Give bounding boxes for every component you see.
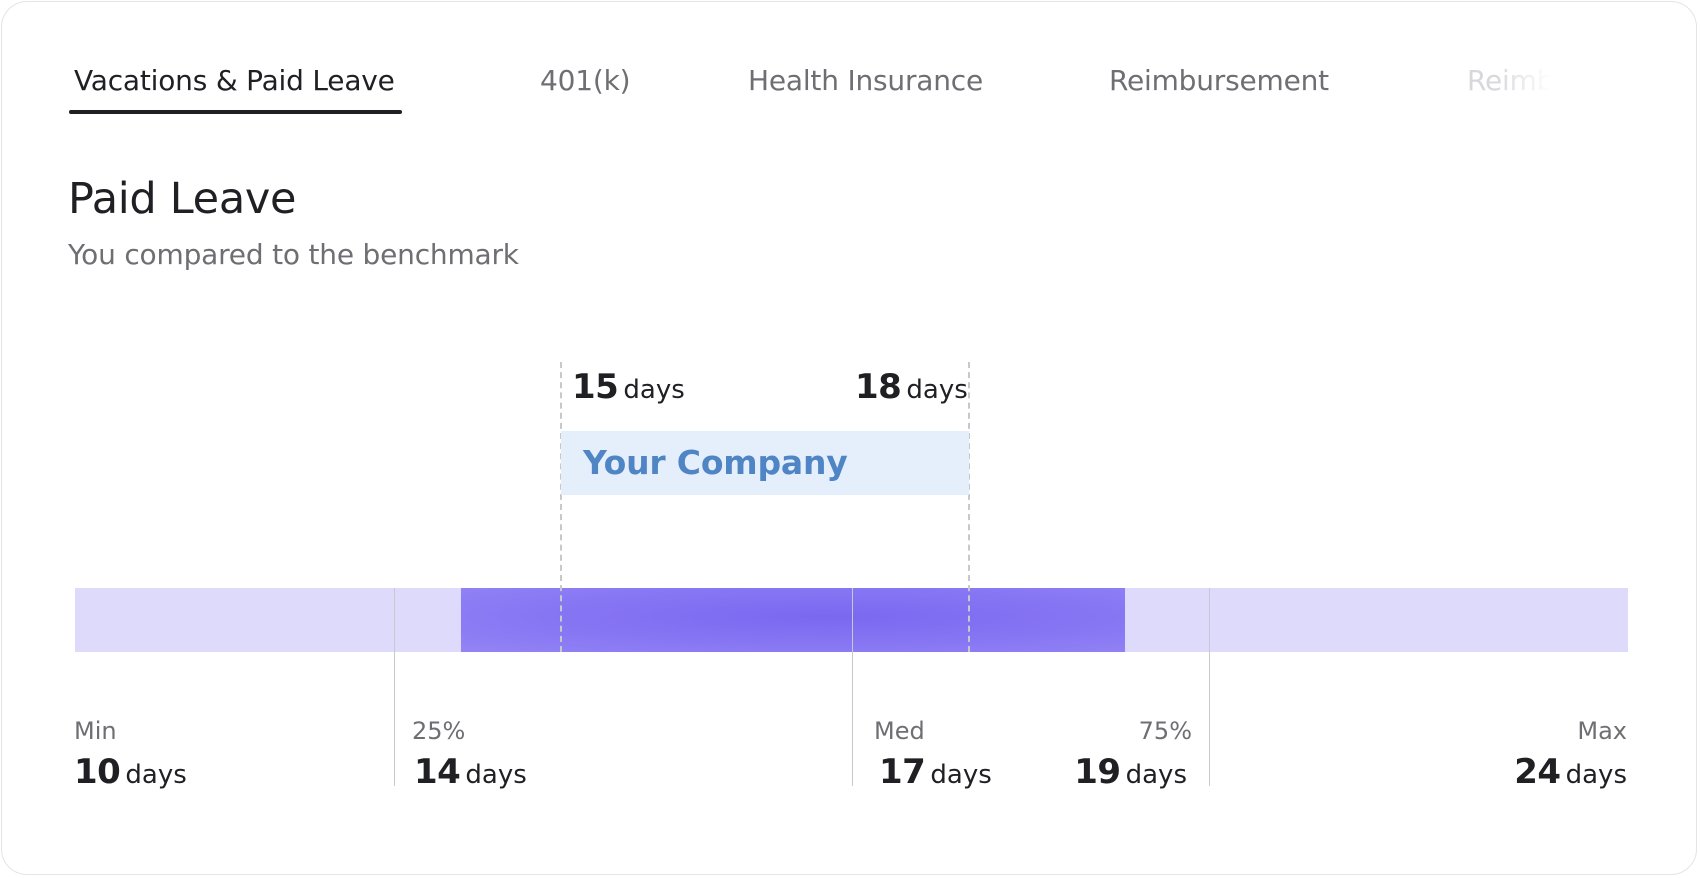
- company-range-end-label: 18 days: [855, 367, 968, 407]
- company-range-start-line: [560, 362, 562, 652]
- tab-reimbursement-overflow[interactable]: Reimbursement: [1467, 64, 1551, 97]
- p25-label: 25%: [412, 717, 466, 745]
- your-company-label: Your Company: [583, 443, 848, 482]
- p75-label: 75%: [1138, 717, 1192, 745]
- min-value: 10 days: [74, 752, 187, 792]
- p25-marker-line: [394, 588, 395, 786]
- median-label: Med: [874, 717, 925, 745]
- tab-401k[interactable]: 401(k): [540, 64, 631, 97]
- min-unit: days: [125, 760, 187, 790]
- active-tab-indicator: [69, 110, 402, 114]
- p25-unit: days: [465, 760, 527, 790]
- p75-value: 19 days: [1047, 752, 1187, 792]
- section-subtitle: You compared to the benchmark: [68, 238, 519, 271]
- max-value: 24 days: [1467, 752, 1627, 792]
- company-range-start-unit: days: [623, 375, 685, 405]
- tab-health-insurance[interactable]: Health Insurance: [748, 64, 984, 97]
- p75-number: 19: [1074, 752, 1121, 792]
- p75-unit: days: [1125, 760, 1187, 790]
- benchmark-interquartile-fill: [461, 588, 1125, 652]
- company-range-end-line: [968, 362, 970, 652]
- company-range-end-value: 18: [855, 367, 902, 407]
- max-unit: days: [1565, 760, 1627, 790]
- company-range-end-unit: days: [906, 375, 968, 405]
- p25-number: 14: [414, 752, 461, 792]
- median-unit: days: [930, 760, 992, 790]
- your-company-range-box: Your Company: [561, 431, 969, 495]
- median-marker-line: [852, 588, 853, 786]
- max-label: Max: [1577, 717, 1627, 745]
- min-number: 10: [74, 752, 121, 792]
- tab-reimbursement[interactable]: Reimbursement: [1109, 64, 1329, 97]
- company-range-start-value: 15: [572, 367, 619, 407]
- p25-value: 14 days: [414, 752, 527, 792]
- min-label: Min: [74, 717, 117, 745]
- median-number: 17: [879, 752, 926, 792]
- section-title: Paid Leave: [68, 174, 297, 224]
- p75-marker-line: [1209, 588, 1210, 786]
- company-range-start-label: 15 days: [572, 367, 685, 407]
- median-value: 17 days: [879, 752, 992, 792]
- max-number: 24: [1514, 752, 1561, 792]
- tab-vacations-paid-leave[interactable]: Vacations & Paid Leave: [74, 64, 395, 97]
